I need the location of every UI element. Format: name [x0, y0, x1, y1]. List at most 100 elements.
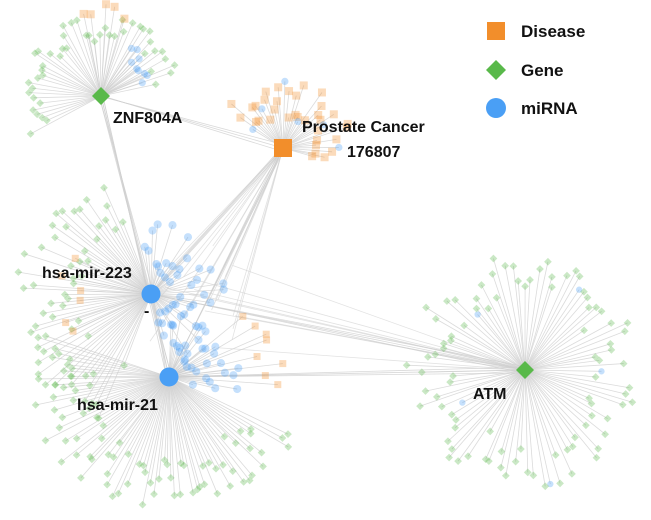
edge: [34, 52, 102, 97]
prostate-disease-node[interactable]: [274, 139, 292, 157]
edge: [52, 225, 152, 295]
gene-leaf-node: [103, 470, 112, 478]
disease-leaf-node: [253, 353, 261, 361]
disease-leaf-node: [251, 322, 259, 330]
edge: [476, 298, 526, 371]
mir21-mirna-node[interactable]: [159, 367, 179, 387]
gene-leaf-node: [161, 55, 170, 63]
edge: [524, 310, 602, 371]
mirna-leaf-node: [180, 310, 189, 319]
mir223-mirna-node[interactable]: [141, 284, 161, 304]
atm-gene-node[interactable]: [516, 361, 534, 379]
mir223-label: -: [144, 303, 149, 320]
disease-leaf-node: [285, 87, 294, 96]
mirna-leaf-node: [211, 384, 220, 393]
disease-leaf-node: [71, 254, 79, 262]
edge: [80, 293, 152, 301]
gene-leaf-node: [75, 257, 84, 266]
edge: [100, 26, 141, 97]
edge: [168, 376, 252, 430]
mirna-leaf-node: [181, 341, 190, 350]
gene-leaf-node: [591, 373, 600, 381]
gene-leaf-node: [34, 358, 43, 367]
hub-label-layer: ZNF804A Prostate Cancer 176807 hsa-mir-223 -…: [42, 110, 506, 414]
gene-leaf-node: [575, 272, 584, 281]
edge: [35, 376, 170, 406]
gene-leaf-node: [61, 436, 70, 445]
gene-leaf-node: [41, 332, 50, 340]
gene-leaf-node: [284, 443, 293, 451]
gene-leaf-node: [114, 489, 123, 498]
edge: [501, 369, 526, 452]
mirna-leaf-node: [319, 121, 328, 129]
edge: [524, 369, 574, 447]
edge: [150, 293, 199, 341]
gene-leaf-node: [89, 370, 98, 378]
gene-leaf-node: [485, 457, 493, 465]
edge: [168, 376, 264, 467]
mirna-leaf-node: [206, 298, 215, 307]
edge: [150, 269, 211, 295]
gene-leaf-node: [568, 469, 576, 478]
edge: [90, 14, 102, 97]
mirna-leaf-node: [176, 312, 185, 321]
edge: [70, 375, 170, 378]
gene-leaf-node: [497, 463, 505, 472]
mirna-leaf-node: [156, 268, 165, 277]
edge: [76, 376, 170, 456]
disease-leaf-node: [79, 9, 88, 18]
edge: [76, 376, 170, 439]
gene-leaf-node: [124, 450, 133, 459]
mirna-leaf-node: [155, 308, 165, 317]
edge: [224, 147, 284, 277]
gene-leaf-node: [86, 381, 94, 390]
edge: [152, 293, 524, 374]
edge: [33, 284, 152, 295]
gene-leaf-node: [501, 261, 509, 270]
edge: [476, 308, 526, 371]
gene-leaf-node: [68, 364, 76, 373]
edge: [100, 62, 132, 97]
edge: [55, 213, 152, 295]
disease-leaf-node: [314, 111, 323, 120]
edge: [87, 260, 152, 295]
edge: [102, 95, 168, 381]
mirna-leaf-node: [168, 300, 177, 309]
disease-leaf-node: [239, 312, 247, 320]
gene-leaf-node: [29, 106, 37, 114]
mirna-leaf-node: [158, 319, 167, 328]
edge: [524, 369, 587, 426]
edge: [150, 282, 224, 295]
edge: [524, 297, 588, 371]
edge: [66, 47, 102, 97]
gene-leaf-node: [69, 396, 78, 405]
edge: [80, 376, 170, 479]
edge: [71, 367, 170, 378]
edge: [467, 369, 526, 457]
edge: [58, 353, 170, 378]
gene-leaf-node: [77, 272, 86, 280]
gene-leaf-node: [72, 434, 81, 443]
gene-leaf-node: [136, 22, 145, 31]
znf804a-gene-node[interactable]: [92, 87, 110, 105]
gene-leaf-node: [66, 355, 74, 364]
gene-leaf-node: [447, 336, 455, 345]
mirna-leaf-node: [201, 344, 210, 353]
gene-leaf-node: [521, 282, 529, 291]
gene-leaf-node: [59, 367, 68, 375]
edge: [282, 81, 286, 149]
mirna-leaf-node: [161, 307, 170, 316]
disease-leaf-node: [274, 83, 283, 92]
gene-leaf-node: [257, 448, 266, 457]
gene-leaf-node: [437, 402, 446, 411]
edge: [115, 229, 152, 295]
edge: [166, 376, 170, 465]
disease-leaf-node: [284, 113, 293, 122]
edge: [65, 226, 152, 295]
gene-leaf-node: [67, 372, 76, 381]
edge: [55, 348, 170, 378]
gene-leaf-node: [59, 31, 68, 40]
gene-leaf-node: [416, 402, 424, 411]
mirna-leaf-node: [175, 347, 184, 357]
